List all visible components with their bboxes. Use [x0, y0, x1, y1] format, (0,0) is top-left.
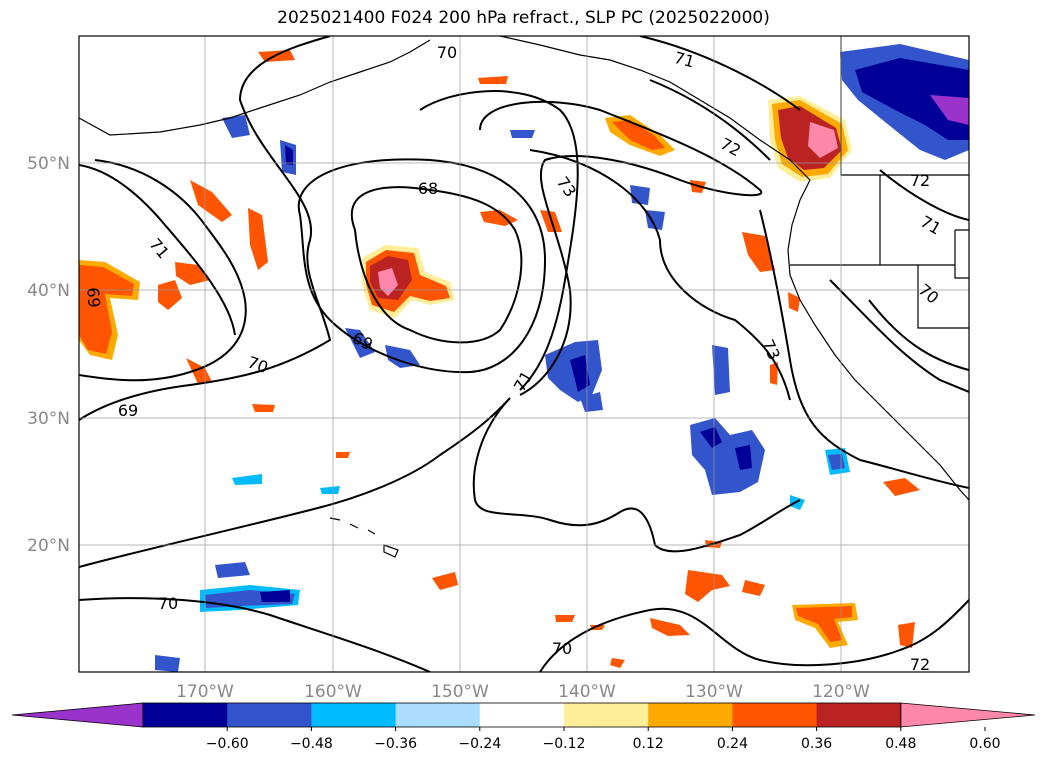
lon-label: 130°W — [685, 682, 743, 702]
contour-70-outer — [79, 36, 332, 421]
lat-label: 40°N — [27, 281, 70, 301]
colorbar-segment — [311, 703, 397, 727]
colorbar-segment — [227, 703, 312, 727]
hawaii-islands — [329, 517, 399, 558]
contour-label: 69 — [118, 401, 138, 420]
colorbar-tick-label: −0.60 — [206, 736, 249, 752]
colorbar-segment — [143, 703, 228, 727]
colorbar-segment — [564, 703, 649, 727]
lon-label: 150°W — [431, 682, 489, 702]
contour-label: 69 — [83, 287, 104, 309]
colorbar-tick-label: 0.48 — [885, 736, 916, 752]
colorbar-tick-label: 0.24 — [717, 736, 748, 752]
lat-label: 20°N — [27, 536, 70, 556]
coast-alaska — [79, 39, 431, 136]
refractivity-patches — [79, 44, 969, 672]
colorbar-segment — [479, 703, 565, 727]
map-title: 2025021400 F024 200 hPa refract., SLP PC… — [277, 8, 770, 28]
coast-west-us — [787, 179, 969, 501]
lat-label: 30°N — [27, 409, 70, 429]
longitude-labels: 170°W 160°W 150°W 140°W 130°W 120°W — [176, 682, 870, 702]
colorbar-tick-label: −0.36 — [374, 736, 417, 752]
contour-73 — [529, 149, 791, 401]
contour-label: 70 — [158, 594, 178, 613]
lon-label: 120°W — [812, 682, 870, 702]
contour-label: 68 — [418, 179, 438, 198]
colorbar-tick-label: 0.12 — [633, 736, 664, 752]
graticule — [79, 36, 969, 672]
colorbar-segment — [816, 703, 902, 727]
lon-label: 160°W — [304, 682, 362, 702]
colorbar-tick-label: −0.48 — [290, 736, 333, 752]
colorbar-segment — [648, 703, 733, 727]
colorbar — [11, 702, 1036, 728]
colorbar-segment — [395, 703, 481, 727]
contour-label: 72 — [910, 171, 930, 190]
contour-69 — [297, 158, 547, 374]
map-frame — [78, 35, 970, 673]
lon-label: 170°W — [176, 682, 234, 702]
colorbar-extend-low — [11, 702, 144, 728]
contour-label: 70 — [437, 43, 457, 62]
contour-label: 70 — [552, 639, 572, 658]
colorbar-tick-label: −0.12 — [543, 736, 586, 752]
lon-label: 140°W — [558, 682, 616, 702]
contour-label: 71 — [672, 48, 697, 72]
contour-70-inner — [419, 90, 579, 391]
colorbar-tick-label: 0.36 — [801, 736, 832, 752]
colorbar-extend-high — [900, 702, 1036, 728]
colorbar-tick-label: 0.60 — [969, 736, 1000, 752]
colorbar-tick-label: −0.24 — [458, 736, 501, 752]
latitude-labels: 50°N 40°N 30°N 20°N — [27, 154, 70, 556]
colorbar-frame — [142, 702, 902, 728]
lat-label: 50°N — [27, 154, 70, 174]
colorbar-ticks: −0.60 −0.48 −0.36 −0.24 −0.12 0.12 0.24 0.36 0.4… — [206, 727, 1001, 752]
contour-label: 72 — [910, 655, 930, 674]
contour-68 — [350, 186, 523, 344]
colorbar-segment — [732, 703, 818, 727]
